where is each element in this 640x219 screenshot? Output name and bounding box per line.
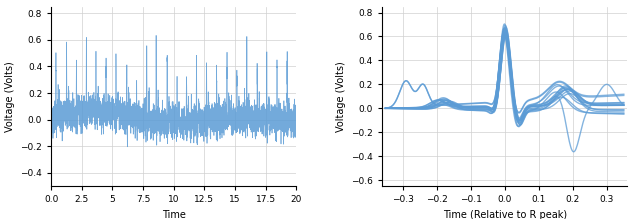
Y-axis label: Voltage (Volts): Voltage (Volts) <box>335 61 346 132</box>
X-axis label: Time: Time <box>162 210 186 219</box>
X-axis label: Time (Relative to R peak): Time (Relative to R peak) <box>443 210 566 219</box>
Y-axis label: Voltage (Volts): Voltage (Volts) <box>5 61 15 132</box>
